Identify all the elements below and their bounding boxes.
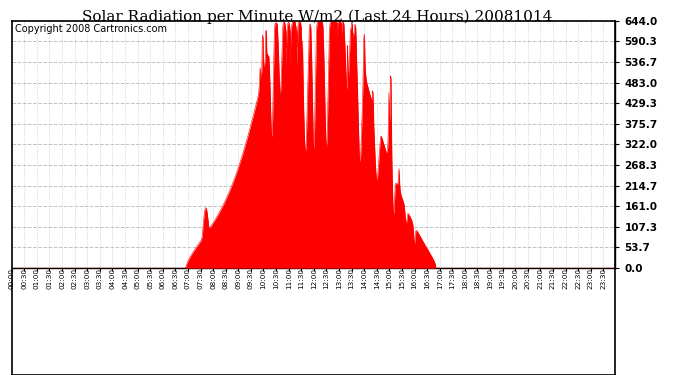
Text: 03:30: 03:30 bbox=[97, 268, 103, 289]
Text: 15:30: 15:30 bbox=[399, 268, 405, 289]
Text: 09:00: 09:00 bbox=[235, 268, 242, 289]
Text: 10:00: 10:00 bbox=[260, 268, 266, 289]
Text: 08:30: 08:30 bbox=[223, 268, 228, 289]
Text: 18:00: 18:00 bbox=[462, 268, 468, 289]
Text: 16:00: 16:00 bbox=[411, 268, 417, 289]
Text: 07:00: 07:00 bbox=[185, 268, 191, 289]
Text: 23:00: 23:00 bbox=[588, 268, 593, 289]
Text: 06:30: 06:30 bbox=[172, 268, 178, 289]
Text: 01:30: 01:30 bbox=[46, 268, 52, 289]
Text: 08:00: 08:00 bbox=[210, 268, 216, 289]
Text: 19:00: 19:00 bbox=[487, 268, 493, 289]
Text: 17:00: 17:00 bbox=[437, 268, 443, 289]
Text: 03:00: 03:00 bbox=[84, 268, 90, 289]
Text: 06:00: 06:00 bbox=[160, 268, 166, 289]
Text: 22:30: 22:30 bbox=[575, 268, 581, 289]
Text: 07:30: 07:30 bbox=[197, 268, 204, 289]
Text: 04:00: 04:00 bbox=[110, 268, 115, 289]
Text: 10:30: 10:30 bbox=[273, 268, 279, 289]
Text: 18:30: 18:30 bbox=[475, 268, 480, 289]
Text: 16:30: 16:30 bbox=[424, 268, 430, 289]
Text: 02:00: 02:00 bbox=[59, 268, 65, 289]
Text: 11:00: 11:00 bbox=[286, 268, 292, 289]
Text: 13:00: 13:00 bbox=[336, 268, 342, 289]
Text: 00:30: 00:30 bbox=[21, 268, 28, 289]
Text: 01:00: 01:00 bbox=[34, 268, 40, 289]
Text: Solar Radiation per Minute W/m2 (Last 24 Hours) 20081014: Solar Radiation per Minute W/m2 (Last 24… bbox=[82, 9, 553, 24]
Text: 21:30: 21:30 bbox=[550, 268, 556, 289]
Text: 15:00: 15:00 bbox=[386, 268, 393, 289]
Text: 23:30: 23:30 bbox=[600, 268, 607, 289]
Text: 22:00: 22:00 bbox=[562, 268, 569, 289]
Text: 14:00: 14:00 bbox=[361, 268, 367, 289]
Text: 12:00: 12:00 bbox=[310, 268, 317, 289]
Text: 20:30: 20:30 bbox=[525, 268, 531, 289]
Text: 19:30: 19:30 bbox=[500, 268, 506, 289]
Text: 14:30: 14:30 bbox=[374, 268, 380, 289]
Text: 21:00: 21:00 bbox=[538, 268, 544, 289]
Text: Copyright 2008 Cartronics.com: Copyright 2008 Cartronics.com bbox=[14, 24, 167, 34]
Text: 12:30: 12:30 bbox=[324, 268, 329, 289]
Text: 05:30: 05:30 bbox=[147, 268, 153, 289]
Text: 11:30: 11:30 bbox=[298, 268, 304, 289]
Text: 00:00: 00:00 bbox=[9, 268, 14, 289]
Text: 09:30: 09:30 bbox=[248, 268, 254, 289]
Text: 13:30: 13:30 bbox=[348, 268, 355, 289]
Text: 17:30: 17:30 bbox=[449, 268, 455, 289]
Text: 02:30: 02:30 bbox=[72, 268, 78, 289]
Text: 20:00: 20:00 bbox=[512, 268, 518, 289]
Text: 04:30: 04:30 bbox=[122, 268, 128, 289]
Text: 05:00: 05:00 bbox=[135, 268, 141, 289]
